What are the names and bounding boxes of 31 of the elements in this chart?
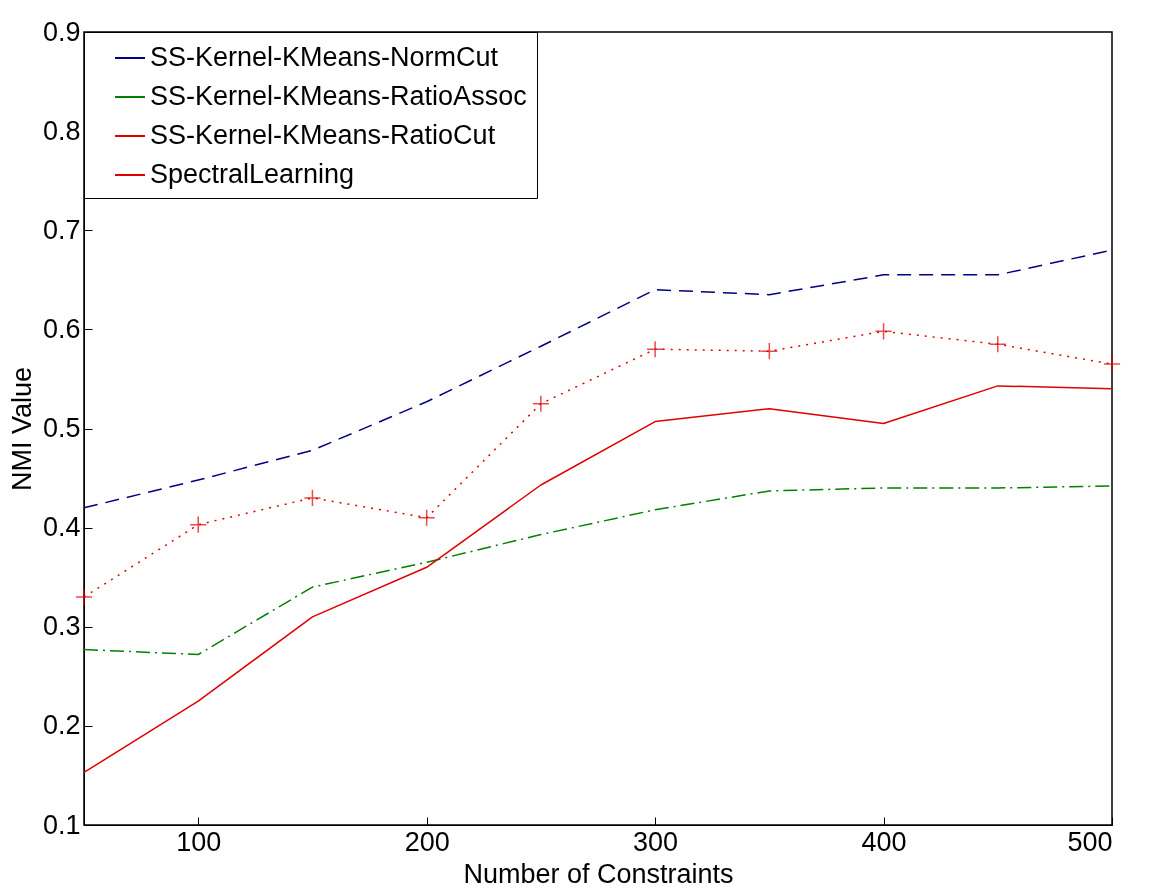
x-tick-label: 300 — [633, 826, 679, 857]
point — [1103, 355, 1121, 373]
legend-label: SS-Kernel-KMeans-RatioCut — [150, 120, 496, 150]
x-tick-label: 100 — [176, 826, 222, 857]
legend-label: SpectralLearning — [150, 159, 355, 189]
y-axis-title: NMI Value — [6, 366, 37, 492]
point — [417, 508, 436, 527]
point — [988, 335, 1007, 354]
x-tick-label: 200 — [404, 826, 450, 857]
x-tick-label: 500 — [1067, 826, 1113, 857]
y-tick-label: 0.6 — [42, 313, 81, 344]
legend-label: SS-Kernel-KMeans-NormCut — [150, 42, 499, 72]
point — [189, 515, 208, 534]
y-tick-label: 0.8 — [42, 115, 81, 146]
point — [760, 342, 779, 360]
x-tick-label: 400 — [861, 826, 907, 857]
legend-label: SS-Kernel-KMeans-RatioAssoc — [150, 81, 527, 111]
line-series — [83, 385, 1113, 774]
point — [532, 394, 550, 413]
point — [874, 322, 893, 341]
y-tick-label: 0.9 — [42, 16, 81, 47]
y-tick-label: 0.7 — [42, 214, 81, 245]
y-tick-label: 0.4 — [42, 512, 81, 543]
y-tick-label: 0.3 — [42, 611, 81, 642]
point — [75, 588, 93, 606]
y-tick-label: 0.2 — [42, 710, 81, 741]
point — [646, 340, 664, 359]
y-tick-label: 0.1 — [42, 809, 81, 840]
x-axis-title: Number of Constraints — [463, 858, 734, 889]
y-tick-label: 0.5 — [42, 413, 81, 443]
point — [303, 489, 322, 507]
